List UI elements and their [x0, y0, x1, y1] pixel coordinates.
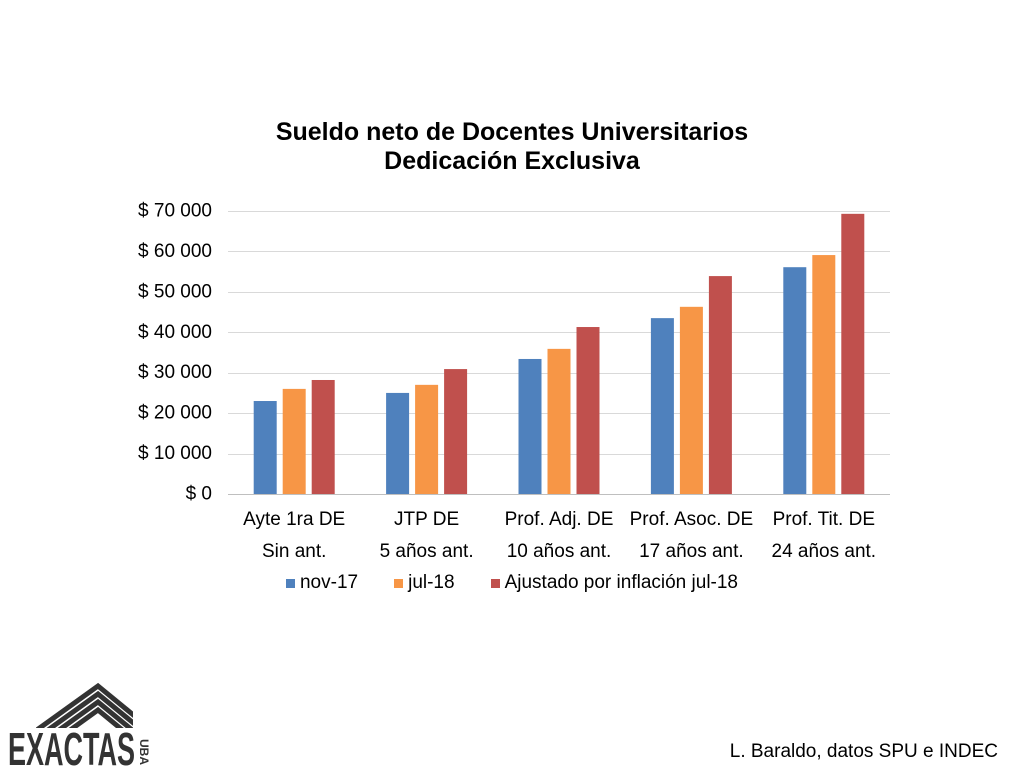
bar-ajustado-por-inflacion-jul-18-prof-adj-de	[576, 327, 600, 494]
bar-jul-18-jtp-de	[415, 384, 439, 494]
bar-jul-18-prof-adj-de	[547, 348, 571, 494]
y-tick-label: $ 10 000	[138, 443, 212, 464]
bar-ajustado-por-inflacion-jul-18-jtp-de	[444, 369, 468, 494]
chart-title: Sueldo neto de Docentes Universitarios	[275, 118, 749, 146]
x-category-label: Prof. Tit. DE	[773, 509, 875, 530]
bar-nov-17-ayte-1ra-de	[253, 401, 277, 494]
bar-nov-17-prof-tit-de	[783, 267, 807, 494]
bar-jul-18-ayte-1ra-de	[282, 388, 306, 494]
legend-swatch-ajustado-inflacion	[490, 578, 500, 588]
exactas-roof-icon	[36, 682, 133, 728]
roof-stripe	[68, 706, 124, 728]
bar-nov-17-prof-asoc-de	[650, 318, 674, 494]
y-tick-label: $ 70 000	[138, 201, 212, 222]
y-axis-tick-labels: $ 0 $ 10 000 $ 20 000 $ 30 000 $ 40 000 $ 50 …	[138, 201, 212, 505]
bar-ajustado-por-inflacion-jul-18-ayte-1ra-de	[311, 379, 335, 494]
legend-label: Ajustado por inflación jul-18	[504, 572, 738, 593]
bars	[253, 213, 865, 494]
logo-wordmark: EXACTAS	[8, 723, 135, 768]
x-category-sublabel: 17 años ant.	[639, 541, 744, 562]
chart-subtitle: Dedicación Exclusiva	[384, 147, 640, 175]
bar-jul-18-prof-tit-de	[812, 255, 836, 494]
x-category-label: Prof. Asoc. DE	[630, 509, 754, 530]
legend-label: nov-17	[299, 572, 359, 593]
x-category-sublabel: 10 años ant.	[507, 541, 612, 562]
roof-stripe	[46, 690, 133, 728]
x-category-label: Prof. Adj. DE	[505, 509, 614, 530]
legend-swatch-jul-18	[394, 578, 404, 588]
y-tick-label: $ 30 000	[138, 362, 212, 383]
source-credit: L. Baraldo, datos SPU e INDEC	[729, 741, 998, 762]
legend-item-ajustado-inflacion: Ajustado por inflación jul-18	[490, 572, 738, 594]
x-category-sublabel: 5 años ant.	[380, 541, 474, 562]
y-tick-label: $ 20 000	[138, 403, 212, 424]
x-category-label: Ayte 1ra DE	[243, 509, 345, 530]
bar-nov-17-jtp-de	[386, 392, 410, 494]
x-category-sublabel: 24 años ant.	[772, 541, 877, 562]
logo-sub-wordmark: UBA	[137, 739, 151, 765]
legend-swatch-nov-17	[285, 578, 295, 588]
roof-stripe	[57, 698, 133, 728]
y-tick-label: $ 40 000	[138, 322, 212, 343]
y-tick-label: $ 0	[186, 484, 212, 505]
x-category-sublabel: Sin ant.	[262, 541, 326, 562]
bar-jul-18-prof-asoc-de	[679, 306, 703, 494]
y-tick-label: $ 50 000	[138, 281, 212, 302]
roof-stripe	[36, 682, 133, 728]
x-axis-category-labels: Ayte 1ra DE Sin ant. JTP DE 5 años ant. Prof…	[243, 509, 876, 562]
exactas-uba-logo: EXACTAS UBA	[8, 682, 151, 768]
legend-item-jul-18: jul-18	[394, 572, 455, 594]
y-tick-label: $ 60 000	[138, 241, 212, 262]
bar-ajustado-por-inflacion-jul-18-prof-tit-de	[841, 213, 865, 494]
legend-label: jul-18	[408, 572, 455, 593]
chart-legend: nov-17 jul-18 Ajustado por inflación jul…	[0, 572, 1024, 594]
bar-nov-17-prof-adj-de	[518, 358, 542, 494]
chart-title-block: Sueldo neto de Docentes Universitarios D…	[0, 118, 1024, 176]
legend-item-nov-17: nov-17	[285, 572, 359, 594]
x-category-label: JTP DE	[394, 509, 459, 530]
bar-ajustado-por-inflacion-jul-18-prof-asoc-de	[708, 276, 732, 494]
